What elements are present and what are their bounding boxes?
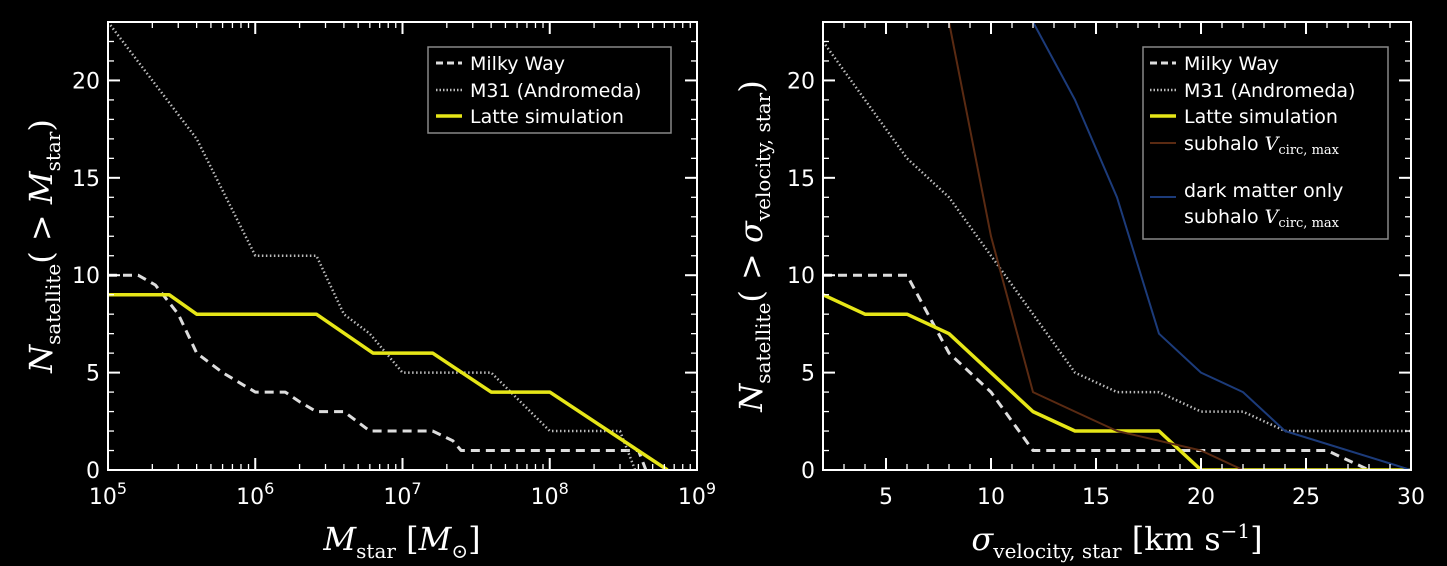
right-y-axis-label: Nsatellite( > σvelocity, star)	[732, 80, 775, 412]
right-legend-box	[1142, 46, 1389, 240]
left-legend-box	[427, 46, 672, 134]
right-legend-label-dmo-line1: dark matter only	[1184, 180, 1343, 202]
left-series-layer	[108, 22, 669, 470]
panel0-xtick-label: 108	[531, 479, 569, 510]
left-legend-label-m31: M31 (Andromeda)	[470, 80, 641, 102]
panel1-ytick-label: 5	[801, 362, 815, 387]
panel0-ytick-label: 20	[72, 69, 100, 94]
panel1-xtick-label: 5	[879, 485, 893, 510]
right-panel: 0 5 10 15 20 5 10 15 20 25 30 Nsatellite( > σveloc…	[732, 21, 1425, 563]
left-x-axis-label: Mstar [M⊙]	[322, 520, 480, 563]
panel1-xtick-label: 25	[1292, 485, 1320, 510]
right-series-layer	[823, 22, 1411, 470]
panel0-xtick-label: 106	[236, 479, 274, 510]
right-tick-layer: 0 5 10 15 20 5 10 15 20 25 30	[787, 21, 1425, 510]
panel1-series-3-line	[948, 22, 1244, 470]
panel0-ytick-label: 15	[72, 167, 100, 192]
left-panel: 0 5 10 15 20 105 106 107 108 109 Nsatellite( > Ms…	[22, 21, 716, 563]
panel1-xtick-label: 15	[1082, 485, 1110, 510]
left-tick-layer: 0 5 10 15 20 105 106 107 108 109	[72, 21, 716, 510]
panel0-xtick-label: 105	[89, 479, 127, 510]
panel1-xtick-label: 20	[1187, 485, 1215, 510]
left-legend-label-milky-way: Milky Way	[470, 53, 565, 75]
panel1-xtick-label: 10	[977, 485, 1005, 510]
panel0-series-0-line	[108, 273, 648, 470]
left-legend-label-latte: Latte simulation	[470, 106, 624, 128]
left-legend: Milky Way M31 (Andromeda) Latte simulati…	[427, 46, 672, 134]
right-legend-label-milky-way: Milky Way	[1184, 53, 1279, 75]
panel1-series-2-line	[823, 293, 1411, 470]
panel0-ytick-label: 10	[72, 264, 100, 289]
left-y-axis-label: Nsatellite( > Mstar)	[22, 119, 65, 374]
panel0-xtick-label: 109	[678, 479, 716, 510]
panel1-ytick-label: 15	[787, 167, 815, 192]
right-x-axis-label: σvelocity, star [km s−1]	[971, 519, 1262, 563]
panel1-series-0-line	[823, 273, 1370, 470]
right-legend-label-latte: Latte simulation	[1184, 106, 1338, 128]
right-legend-label-subhalo: subhalo Vcirc, max	[1184, 133, 1340, 158]
panel1-xtick-label: 30	[1397, 485, 1425, 510]
right-legend-label-dmo-line2: subhalo Vcirc, max	[1184, 206, 1340, 231]
panel0-series-1-line	[108, 22, 637, 470]
panel1-ytick-label: 20	[787, 69, 815, 94]
panel1-ytick-label: 0	[801, 459, 815, 484]
right-legend: Milky Way M31 (Andromeda) Latte simulati…	[1142, 46, 1389, 240]
panel1-series-1-line	[823, 40, 1411, 433]
panel0-ytick-label: 0	[86, 459, 100, 484]
panel0-series-2-line	[108, 292, 669, 470]
panel0-xtick-label: 107	[383, 479, 421, 510]
panel1-series-4-line	[1032, 22, 1411, 470]
right-legend-label-m31: M31 (Andromeda)	[1184, 80, 1355, 102]
panel0-ytick-label: 5	[86, 362, 100, 387]
panel1-ytick-label: 10	[787, 264, 815, 289]
